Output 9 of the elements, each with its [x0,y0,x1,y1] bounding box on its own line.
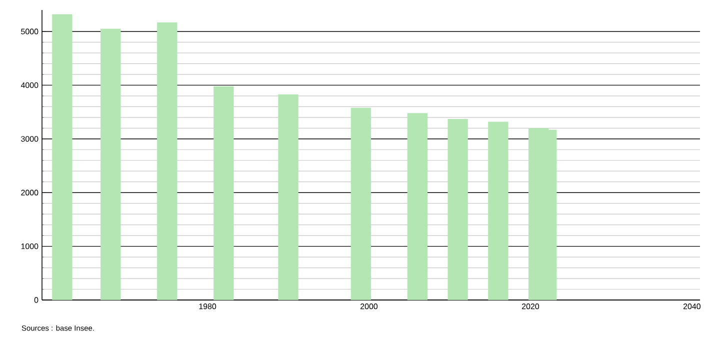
bar [214,86,234,300]
bar [100,28,121,300]
bar [350,108,372,300]
bar [278,94,298,300]
bar [448,119,468,300]
bar [52,14,72,300]
bar [488,122,508,300]
bar [407,113,428,300]
bar [157,22,178,300]
